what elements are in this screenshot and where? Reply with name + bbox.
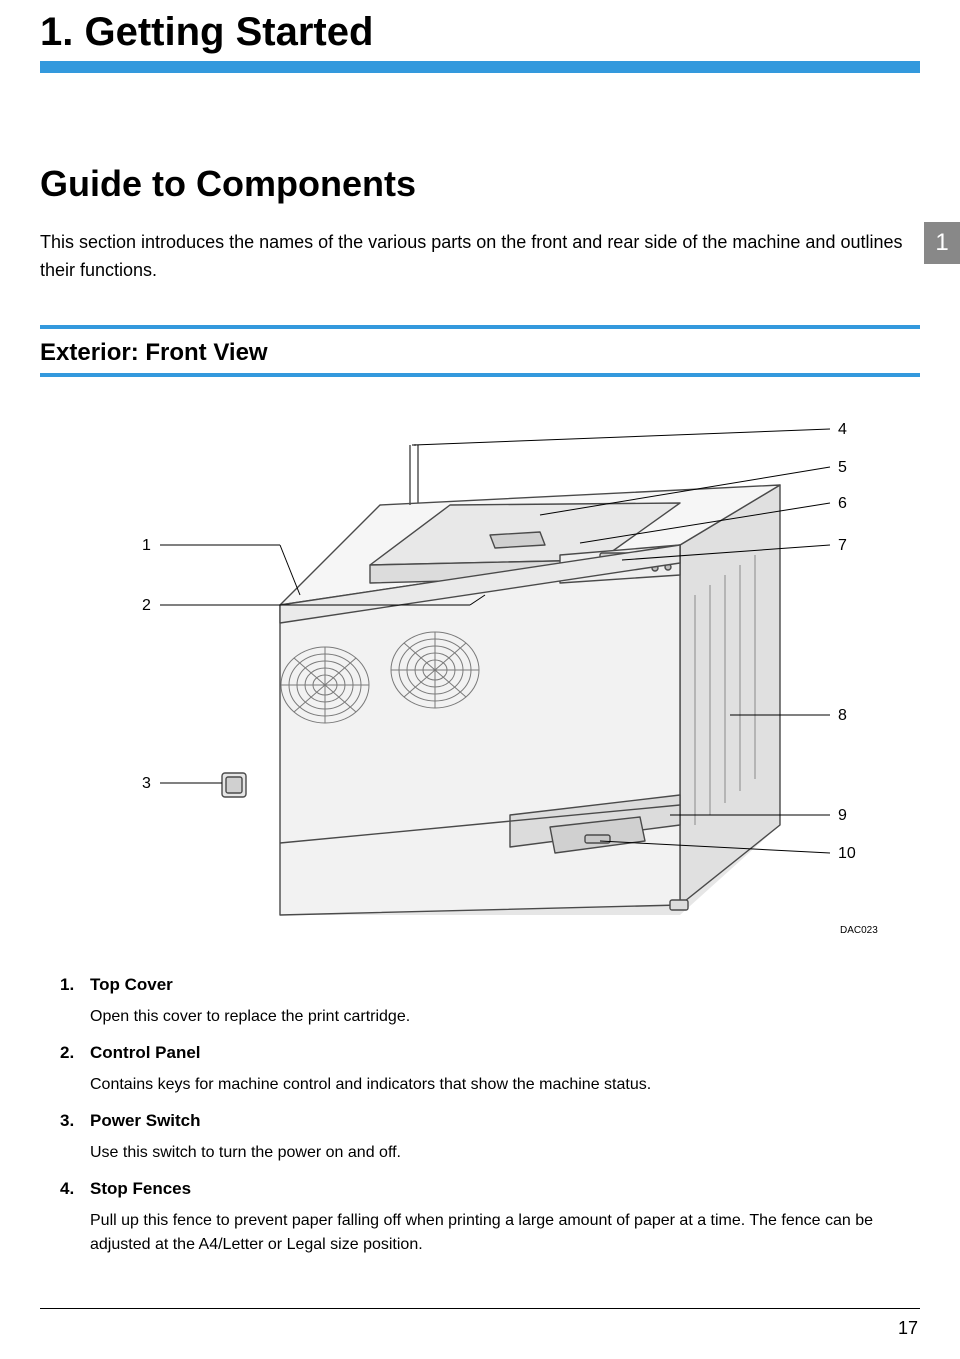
- list-item: 1. Top Cover Open this cover to replace t…: [60, 975, 920, 1029]
- item-title: Stop Fences: [90, 1179, 191, 1199]
- list-item: 3. Power Switch Use this switch to turn t…: [60, 1111, 920, 1165]
- item-num: 2.: [60, 1043, 82, 1063]
- diagram-id: DAC023: [840, 925, 878, 936]
- item-desc: Pull up this fence to prevent paper fall…: [90, 1209, 900, 1257]
- item-num: 1.: [60, 975, 82, 995]
- callout-7: 7: [838, 537, 847, 555]
- list-item: 4. Stop Fences Pull up this fence to prev…: [60, 1179, 920, 1257]
- chapter-tab: 1: [924, 222, 960, 264]
- item-desc: Use this switch to turn the power on and…: [90, 1141, 900, 1165]
- subsection-title: Exterior: Front View: [40, 329, 920, 373]
- callout-6: 6: [838, 495, 847, 513]
- callout-1: 1: [142, 537, 151, 555]
- callout-10: 10: [838, 845, 856, 863]
- callout-3: 3: [142, 775, 151, 793]
- item-title: Power Switch: [90, 1111, 201, 1131]
- footer-rule: [40, 1308, 920, 1309]
- callout-4: 4: [838, 421, 847, 439]
- subsection-rule-bottom: [40, 373, 920, 377]
- component-list: 1. Top Cover Open this cover to replace t…: [40, 975, 920, 1257]
- chapter-title: 1. Getting Started: [40, 0, 920, 61]
- item-title: Top Cover: [90, 975, 173, 995]
- callout-8: 8: [838, 707, 847, 725]
- item-title: Control Panel: [90, 1043, 201, 1063]
- section-title: Guide to Components: [40, 163, 920, 205]
- item-desc: Open this cover to replace the print car…: [90, 1005, 900, 1029]
- item-num: 4.: [60, 1179, 82, 1199]
- callout-2: 2: [142, 597, 151, 615]
- item-num: 3.: [60, 1111, 82, 1131]
- list-item: 2. Control Panel Contains keys for machin…: [60, 1043, 920, 1097]
- item-desc: Contains keys for machine control and in…: [90, 1073, 900, 1097]
- callout-9: 9: [838, 807, 847, 825]
- printer-svg: [40, 395, 920, 955]
- printer-diagram: 1 2 3 4 5 6 7 8 9 10 DAC023: [40, 395, 920, 955]
- page-number: 17: [898, 1318, 918, 1339]
- section-intro: This section introduces the names of the…: [40, 229, 910, 285]
- callout-5: 5: [838, 459, 847, 477]
- chapter-rule: [40, 61, 920, 73]
